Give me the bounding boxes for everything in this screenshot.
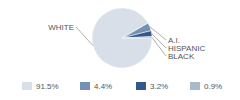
chart-container: A.I.HISPANICBLACKWHITE91.5%4.4%3.2%0.9% — [0, 0, 240, 100]
legend-swatch — [136, 82, 146, 90]
pie-slice — [92, 8, 152, 68]
legend-label: 4.4% — [94, 82, 112, 91]
slice-labels: A.I.HISPANICBLACKWHITE — [48, 23, 205, 61]
legend-label: 0.9% — [204, 82, 222, 91]
leader-line — [152, 37, 166, 56]
leader-line — [76, 27, 93, 46]
legend-label: 3.2% — [150, 82, 168, 91]
slices — [92, 8, 152, 68]
slice-label: WHITE — [48, 23, 74, 32]
legend-swatch — [22, 82, 32, 90]
legend-swatch — [190, 82, 200, 90]
legend-swatch — [80, 82, 90, 90]
chart-svg: A.I.HISPANICBLACKWHITE91.5%4.4%3.2%0.9% — [0, 0, 240, 100]
legend: 91.5% 4.4% 3.2% 0.9% — [22, 82, 222, 91]
leader-line — [152, 34, 166, 48]
slice-label: BLACK — [168, 52, 195, 61]
legend-label: 91.5% — [36, 82, 59, 91]
